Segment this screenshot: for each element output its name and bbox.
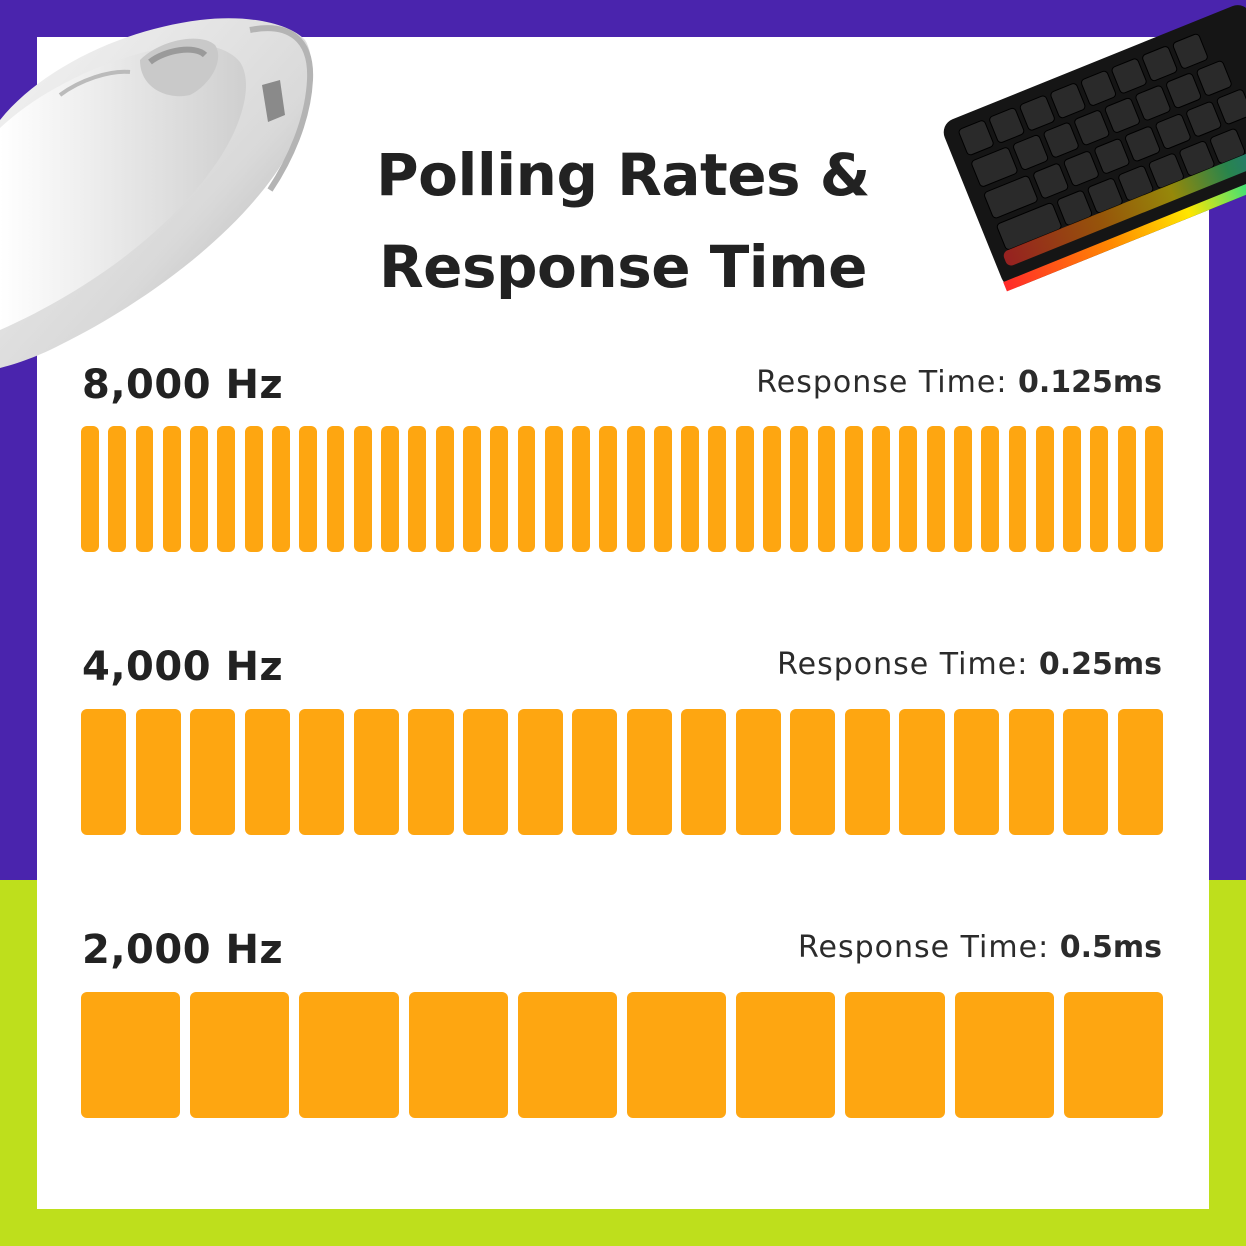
rate-label-4000: 4,000 Hz (82, 644, 284, 690)
polling-bar (326, 426, 345, 552)
polling-bar (408, 709, 454, 835)
polling-bar (599, 426, 618, 552)
polling-bar (735, 709, 781, 835)
response-time-8000: Response Time: 0.125ms (756, 363, 1162, 403)
polling-bar (981, 426, 1000, 552)
polling-bar (1063, 992, 1164, 1118)
polling-bar (271, 426, 290, 552)
polling-bar (572, 426, 590, 552)
polling-bar (462, 709, 509, 835)
polling-bar (763, 426, 781, 552)
polling-bar (653, 426, 672, 552)
polling-bar (381, 426, 399, 552)
polling-bar (1144, 426, 1163, 552)
polling-bar (572, 709, 618, 835)
polling-bar (844, 426, 863, 552)
polling-bar (626, 709, 672, 835)
rate-label-2000: 2,000 Hz (82, 927, 284, 973)
polling-bar (899, 709, 945, 835)
polling-bars-2000 (81, 992, 1164, 1118)
polling-bar (408, 426, 427, 552)
polling-bar (81, 709, 127, 835)
polling-bar (490, 426, 509, 552)
polling-bar (954, 709, 1000, 835)
response-time-value: 0.5ms (1059, 930, 1162, 965)
polling-bars-8000 (81, 426, 1163, 552)
polling-bar (435, 426, 454, 552)
page-title-line-1: Polling Rates & (376, 141, 870, 209)
response-time-label: Response Time: (777, 647, 1029, 682)
polling-bar (190, 709, 236, 835)
polling-bar (244, 426, 263, 552)
polling-bar (899, 426, 918, 552)
response-time-label: Response Time: (798, 930, 1050, 965)
mouse-image (0, 18, 314, 369)
polling-bar (517, 426, 536, 552)
polling-bar (135, 709, 181, 835)
polling-bar (1008, 426, 1027, 552)
polling-bar (627, 992, 727, 1118)
keyboard-image (943, 5, 1246, 292)
polling-bar (790, 426, 809, 552)
polling-bar (353, 709, 399, 835)
rate-label-8000: 8,000 Hz (82, 362, 284, 408)
polling-bar (681, 426, 700, 552)
polling-bar (954, 426, 972, 552)
polling-bar (81, 992, 181, 1118)
polling-bar (845, 992, 945, 1118)
polling-bar (408, 992, 508, 1118)
polling-bar (681, 709, 727, 835)
response-time-label: Response Time: (756, 365, 1008, 400)
polling-bar (926, 426, 945, 552)
polling-bar (1117, 426, 1136, 552)
polling-bar (353, 426, 372, 552)
polling-bar (517, 992, 618, 1118)
polling-bar (626, 426, 645, 552)
polling-bar (954, 992, 1054, 1118)
polling-bar (872, 426, 891, 552)
polling-bar (1008, 709, 1054, 835)
response-time-4000: Response Time: 0.25ms (777, 645, 1162, 685)
polling-bar (736, 992, 836, 1118)
polling-bar (217, 426, 236, 552)
response-time-value: 0.25ms (1038, 647, 1162, 682)
polling-bar (735, 426, 754, 552)
polling-bar (517, 709, 563, 835)
polling-bar (299, 426, 318, 552)
polling-bar (299, 709, 345, 835)
polling-bar (462, 426, 481, 552)
polling-bar (1063, 709, 1109, 835)
polling-bar (244, 709, 290, 835)
response-time-value: 0.125ms (1017, 365, 1162, 400)
polling-bars-4000 (81, 709, 1163, 835)
polling-bar (1035, 426, 1054, 552)
polling-bar (844, 709, 891, 835)
polling-bar (1063, 426, 1082, 552)
polling-bar (544, 426, 563, 552)
response-time-2000: Response Time: 0.5ms (798, 928, 1162, 968)
polling-bar (790, 709, 836, 835)
polling-bar (162, 426, 181, 552)
polling-bar (708, 426, 727, 552)
polling-bar (190, 992, 290, 1118)
polling-bar (1117, 709, 1163, 835)
polling-bar (817, 426, 836, 552)
polling-bar (190, 426, 209, 552)
polling-bar (135, 426, 154, 552)
page-title-line-2: Response Time (379, 233, 867, 301)
polling-bar (1090, 426, 1109, 552)
polling-bar (81, 426, 99, 552)
polling-bar (299, 992, 399, 1118)
polling-bar (108, 426, 127, 552)
